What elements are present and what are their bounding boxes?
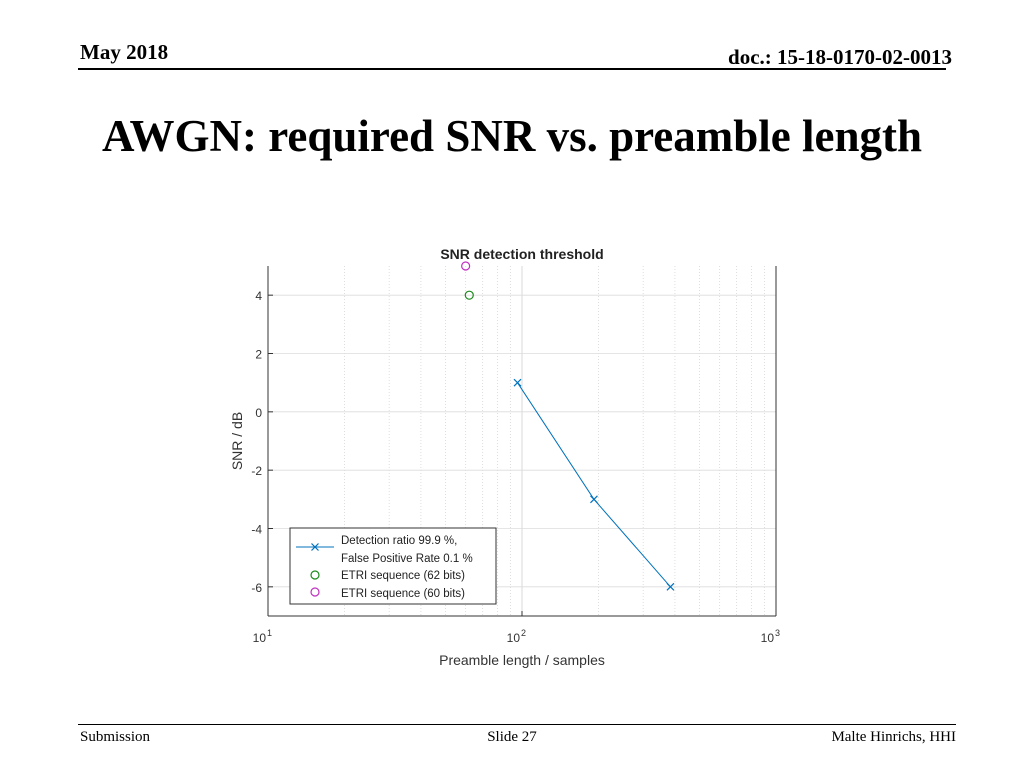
- x-tick-label-base: 10: [253, 631, 267, 645]
- y-tick-label: -6: [251, 581, 262, 595]
- legend-label-etri-62: ETRI sequence (62 bits): [341, 570, 465, 582]
- x-marker-stroke: [513, 378, 522, 387]
- slide-title: AWGN: required SNR vs. preamble length: [101, 111, 923, 161]
- tick-labels: 420-2-4-610 1 10 2 10 3: [251, 289, 780, 645]
- legend-label-etri-60: ETRI sequence (60 bits): [341, 588, 465, 600]
- x-tick-label-base: 10: [761, 631, 775, 645]
- legend: Detection ratio 99.9 %, False Positive Ra…: [289, 527, 497, 605]
- data-point-circle: [464, 290, 474, 300]
- x-marker-stroke: [666, 582, 675, 591]
- footer-divider: [78, 724, 956, 725]
- data-series: [461, 261, 675, 591]
- footer-slide-number: Slide 27: [487, 729, 537, 745]
- data-point-circle: [461, 261, 471, 271]
- series-2: [461, 261, 471, 271]
- legend-label-detection: Detection ratio 99.9 %,: [341, 535, 457, 547]
- y-axis-label: SNR / dB: [229, 412, 245, 470]
- data-point-x: [513, 378, 522, 387]
- header-date: May 2018: [80, 40, 169, 64]
- legend-box: [289, 527, 497, 605]
- footer-submission: Submission: [80, 729, 151, 745]
- y-tick-label: 2: [255, 348, 262, 362]
- x-tick-label-exponent: 3: [775, 628, 780, 638]
- y-tick-label: 0: [255, 406, 262, 420]
- series-1: [464, 290, 474, 300]
- y-tick-label: -4: [251, 523, 262, 537]
- data-point-x: [666, 582, 675, 591]
- chart-title: SNR detection threshold: [440, 246, 603, 262]
- legend-marker-magenta: [310, 587, 320, 597]
- x-axis-label: Preamble length / samples: [439, 652, 605, 668]
- data-point-x: [590, 495, 598, 504]
- x-marker-stroke: [311, 543, 319, 551]
- series-0: [513, 378, 675, 591]
- legend-marker-x: [311, 543, 319, 551]
- header-doc-id: doc.: 15-18-0170-02-0013: [728, 45, 952, 69]
- legend-label-false-positive: False Positive Rate 0.1 %: [341, 553, 473, 565]
- x-tick-label-exponent: 2: [521, 628, 526, 638]
- y-tick-label: -2: [251, 464, 262, 478]
- x-tick-label-base: 10: [507, 631, 521, 645]
- header-divider: [78, 68, 946, 70]
- y-tick-label: 4: [255, 289, 262, 303]
- x-marker-stroke: [590, 495, 598, 504]
- x-tick-label-exponent: 1: [267, 628, 272, 638]
- footer-author: Malte Hinrichs, HHI: [831, 729, 956, 745]
- legend-marker-green: [310, 570, 320, 580]
